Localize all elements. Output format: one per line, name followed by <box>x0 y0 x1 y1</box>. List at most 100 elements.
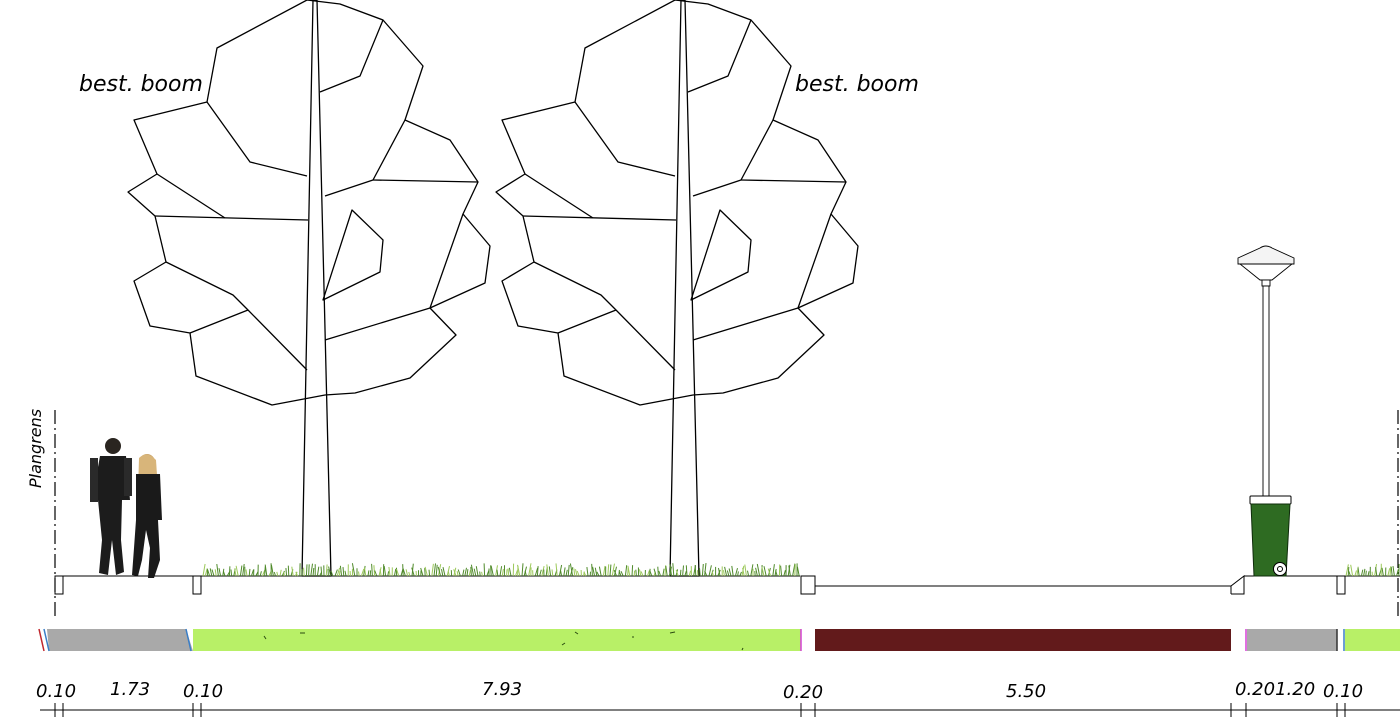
tree-right-crown <box>495 0 859 406</box>
grass-blade <box>295 571 299 577</box>
grass-blade <box>594 567 598 577</box>
grass-blade <box>239 565 243 577</box>
grass-blade <box>490 565 494 577</box>
grass-blade <box>524 570 527 577</box>
strip-grass <box>193 629 801 651</box>
grass-blade <box>473 568 477 577</box>
grass-blade <box>424 568 426 577</box>
grass-blade <box>558 564 563 577</box>
grass-blade <box>546 564 549 577</box>
kerb-left-outer <box>54 575 64 595</box>
grass-blade <box>731 565 734 577</box>
plangrens-marker: Plangrens <box>26 409 56 618</box>
grass-blade <box>675 569 679 577</box>
grass-blade <box>202 563 206 577</box>
grass-blade <box>264 564 268 577</box>
grass-blade <box>528 563 532 577</box>
grass-blade <box>1347 566 1350 577</box>
grass-blade <box>598 566 602 577</box>
grass-blade <box>358 571 360 577</box>
grass-blade <box>283 571 285 577</box>
grass-blade <box>763 566 767 577</box>
grass-blade <box>270 564 274 577</box>
grass-blade <box>481 571 483 577</box>
plangrens-label: Plangrens <box>26 409 45 488</box>
grass-blade <box>507 568 510 577</box>
dim-label-7: 0.201.20 <box>1235 679 1315 700</box>
grass-blade <box>1350 564 1354 577</box>
grass-blade <box>334 569 338 577</box>
grass-blade <box>602 565 606 577</box>
grass-blade <box>788 565 791 577</box>
grass-blade <box>684 571 687 577</box>
grass-blade <box>591 563 593 577</box>
grass-blade <box>631 565 634 577</box>
strip-edge-blue-2 <box>185 628 192 652</box>
grass-blade <box>573 568 576 577</box>
grass-blade <box>711 571 714 577</box>
grass-blade <box>360 568 365 577</box>
grass-blade <box>250 569 254 577</box>
grass-blade <box>475 566 479 577</box>
grass-blade <box>234 568 237 577</box>
grass-blade <box>646 570 650 577</box>
grass-blade <box>339 565 343 577</box>
grass-blade <box>742 567 745 577</box>
grass-blade <box>1357 567 1360 577</box>
grass-blade <box>551 569 554 577</box>
dimension-line: 0.10 1.73 0.10 7.93 0.20 5.50 0.201.20 0… <box>36 679 1400 717</box>
grass-blade <box>235 565 239 577</box>
grass-blade <box>1360 569 1364 577</box>
grass-blade <box>569 563 574 577</box>
grass-blade <box>316 566 320 577</box>
grass-blade <box>447 571 450 577</box>
grass-blade <box>393 568 397 577</box>
grass-blade <box>428 569 431 577</box>
grass-blade <box>1389 566 1392 577</box>
grass-blade <box>772 564 775 577</box>
grass-blade <box>517 564 521 577</box>
grass-blade <box>669 564 673 577</box>
grass-blade <box>363 567 367 577</box>
grass-blade <box>373 565 376 577</box>
grass-blade <box>1396 569 1399 577</box>
pedestrians-couple-icon <box>90 438 162 578</box>
grass-blade <box>222 571 226 577</box>
grass-blade <box>640 571 644 577</box>
grass-blade <box>609 564 612 577</box>
grass-blade <box>479 571 481 577</box>
grass-blade <box>402 564 404 577</box>
grass-blade <box>783 569 786 577</box>
grass-blade <box>649 568 651 577</box>
grass-blade <box>216 564 219 577</box>
grass-blade <box>466 569 469 577</box>
grass-blade <box>583 571 587 577</box>
grass-blade <box>780 565 783 577</box>
grass-blade <box>611 563 615 577</box>
grass-blade <box>470 566 472 577</box>
grass-blade <box>462 569 465 577</box>
grass-blade <box>218 568 222 577</box>
grass-blade <box>433 563 436 577</box>
grass-blade <box>694 564 697 577</box>
grass-blade <box>613 569 618 577</box>
grass-blade <box>457 569 461 577</box>
tree-left-crown <box>127 0 491 406</box>
grass-blade <box>245 569 248 577</box>
grass-blade <box>320 566 323 577</box>
grass-blade <box>767 568 772 577</box>
dim-label-1: 0.10 <box>36 681 76 702</box>
grass-blade <box>501 568 504 577</box>
grass-blade <box>367 570 370 577</box>
grass-blade <box>441 569 444 577</box>
grass-blade <box>744 564 747 577</box>
grass-blade <box>718 567 721 577</box>
strip-edge-red <box>38 628 45 652</box>
grass-blade <box>424 566 428 577</box>
grass-blade <box>541 565 545 577</box>
grass-blade <box>308 564 310 577</box>
grass-blade <box>1392 566 1395 577</box>
kerb-left-inner <box>192 575 202 595</box>
grass-blade <box>567 564 570 577</box>
